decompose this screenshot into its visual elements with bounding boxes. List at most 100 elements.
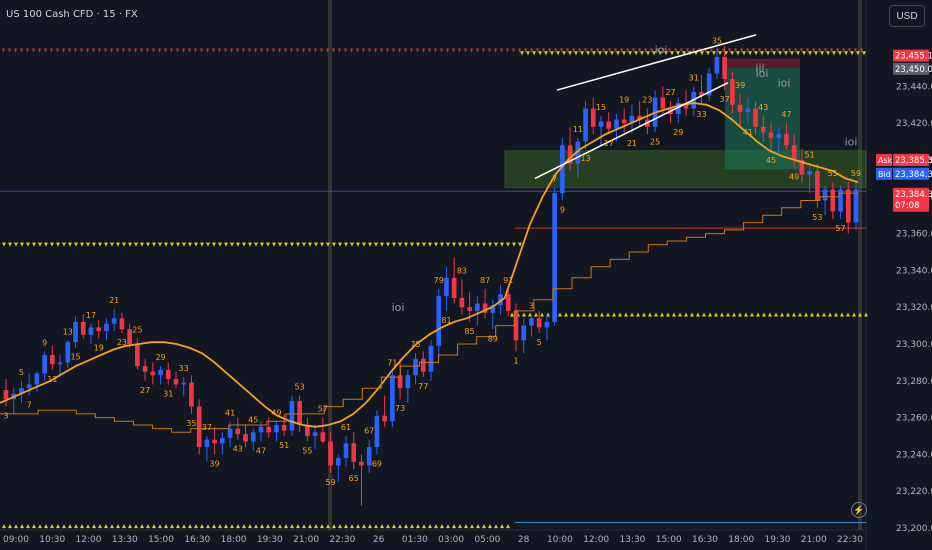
bottom-triangle-marker — [224, 524, 228, 529]
bottom-triangle-marker — [158, 524, 162, 529]
top-triangle-marker — [616, 51, 620, 56]
red-dotted-marker — [116, 48, 119, 53]
candle-body — [281, 424, 287, 431]
candle-body — [196, 406, 202, 448]
bottom-triangle-marker — [392, 524, 396, 529]
x-tick-label: 19:30 — [765, 535, 791, 545]
top-triangle-marker — [808, 51, 812, 56]
candle-body — [730, 79, 735, 105]
x-tick-label: 15:00 — [656, 535, 682, 545]
red-dotted-marker — [296, 48, 299, 53]
mid-triangle-marker — [458, 242, 462, 247]
red-dotted-marker — [500, 48, 503, 53]
lower-triangle-marker — [648, 312, 652, 317]
candle-body — [498, 294, 503, 306]
mid-triangle-marker — [74, 242, 78, 247]
currency-button[interactable]: USD — [889, 5, 925, 27]
candle-body — [266, 426, 272, 433]
y-tick-label: 23,340.00 — [896, 266, 932, 276]
red-dotted-marker — [272, 48, 275, 53]
wave-label: 43 — [233, 445, 243, 454]
pattern-label: ioi — [845, 135, 858, 148]
candle-body — [444, 277, 449, 297]
bottom-triangle-marker — [98, 524, 102, 529]
wave-label: 1 — [513, 356, 518, 365]
red-dotted-marker — [98, 48, 101, 53]
mid-triangle-marker — [332, 242, 336, 247]
y-tick-label: 23,200.00 — [896, 524, 932, 534]
bottom-triangle-marker — [230, 524, 234, 529]
candle-body — [65, 342, 71, 363]
top-triangle-marker — [844, 51, 848, 56]
red-dotted-marker — [134, 48, 137, 53]
candle-body — [544, 321, 550, 328]
bottom-triangle-marker — [140, 524, 144, 529]
candle-body — [181, 382, 187, 385]
bottom-triangle-marker — [260, 524, 264, 529]
bottom-triangle-marker — [8, 524, 12, 529]
lower-triangle-marker — [708, 312, 712, 317]
red-dotted-marker — [404, 48, 407, 53]
bottom-triangle-marker — [374, 524, 378, 529]
mid-triangle-marker — [236, 242, 240, 247]
red-dotted-marker — [638, 48, 641, 53]
candle-body — [513, 310, 519, 341]
bottom-triangle-marker — [128, 524, 132, 529]
lower-triangle-marker — [666, 312, 670, 317]
bottom-triangle-marker — [62, 524, 66, 529]
candle-body — [127, 329, 132, 344]
lower-triangle-marker — [684, 312, 688, 317]
bottom-triangle-marker — [314, 524, 318, 529]
top-triangle-marker — [814, 51, 818, 56]
top-triangle-marker — [646, 51, 650, 56]
candle-body — [135, 344, 140, 367]
bottom-triangle-marker — [194, 524, 198, 529]
candle-body — [560, 145, 565, 194]
red-dotted-marker — [542, 48, 545, 53]
bottom-triangle-marker — [86, 524, 90, 529]
wave-label: 17 — [604, 139, 614, 148]
candle-body — [598, 121, 604, 127]
candle-body — [776, 134, 782, 138]
lower-triangle-marker — [672, 312, 676, 317]
red-dotted-marker — [266, 48, 269, 53]
top-triangle-marker — [748, 51, 752, 56]
red-dotted-marker — [158, 48, 161, 53]
red-dotted-marker — [572, 48, 575, 53]
candle-body — [536, 318, 542, 328]
red-dotted-marker — [560, 48, 563, 53]
lower-triangle-marker — [732, 312, 736, 317]
mid-triangle-marker — [452, 242, 456, 247]
mid-triangle-marker — [284, 242, 288, 247]
wave-label: 39 — [210, 459, 220, 468]
candle-body — [459, 298, 465, 308]
candle-body — [706, 73, 712, 96]
candle-body — [420, 358, 426, 372]
candle-body — [19, 388, 24, 394]
bottom-triangle-marker — [296, 524, 300, 529]
candle-body — [212, 439, 217, 444]
top-triangle-marker — [550, 51, 554, 56]
lightning-icon[interactable]: ⚡ — [851, 502, 867, 518]
red-dotted-marker — [122, 48, 125, 53]
red-dotted-marker — [260, 48, 263, 53]
pattern-label: ioi — [756, 67, 769, 80]
top-triangle-marker — [556, 51, 560, 56]
lower-triangle-marker — [702, 312, 706, 317]
red-dotted-marker — [242, 48, 245, 53]
bottom-triangle-marker — [326, 524, 330, 529]
mid-triangle-marker — [314, 242, 318, 247]
candle-body — [119, 318, 125, 330]
red-dotted-marker — [362, 48, 365, 53]
x-tick-label: 22:30 — [837, 535, 863, 545]
red-dotted-marker — [710, 48, 713, 53]
wave-label: 49 — [271, 408, 281, 417]
wave-label: 19 — [619, 95, 629, 104]
bottom-triangle-marker — [134, 524, 138, 529]
bottom-triangle-marker — [482, 524, 486, 529]
mid-triangle-marker — [338, 242, 342, 247]
bottom-triangle-marker — [398, 524, 402, 529]
red-dotted-marker — [830, 48, 833, 53]
